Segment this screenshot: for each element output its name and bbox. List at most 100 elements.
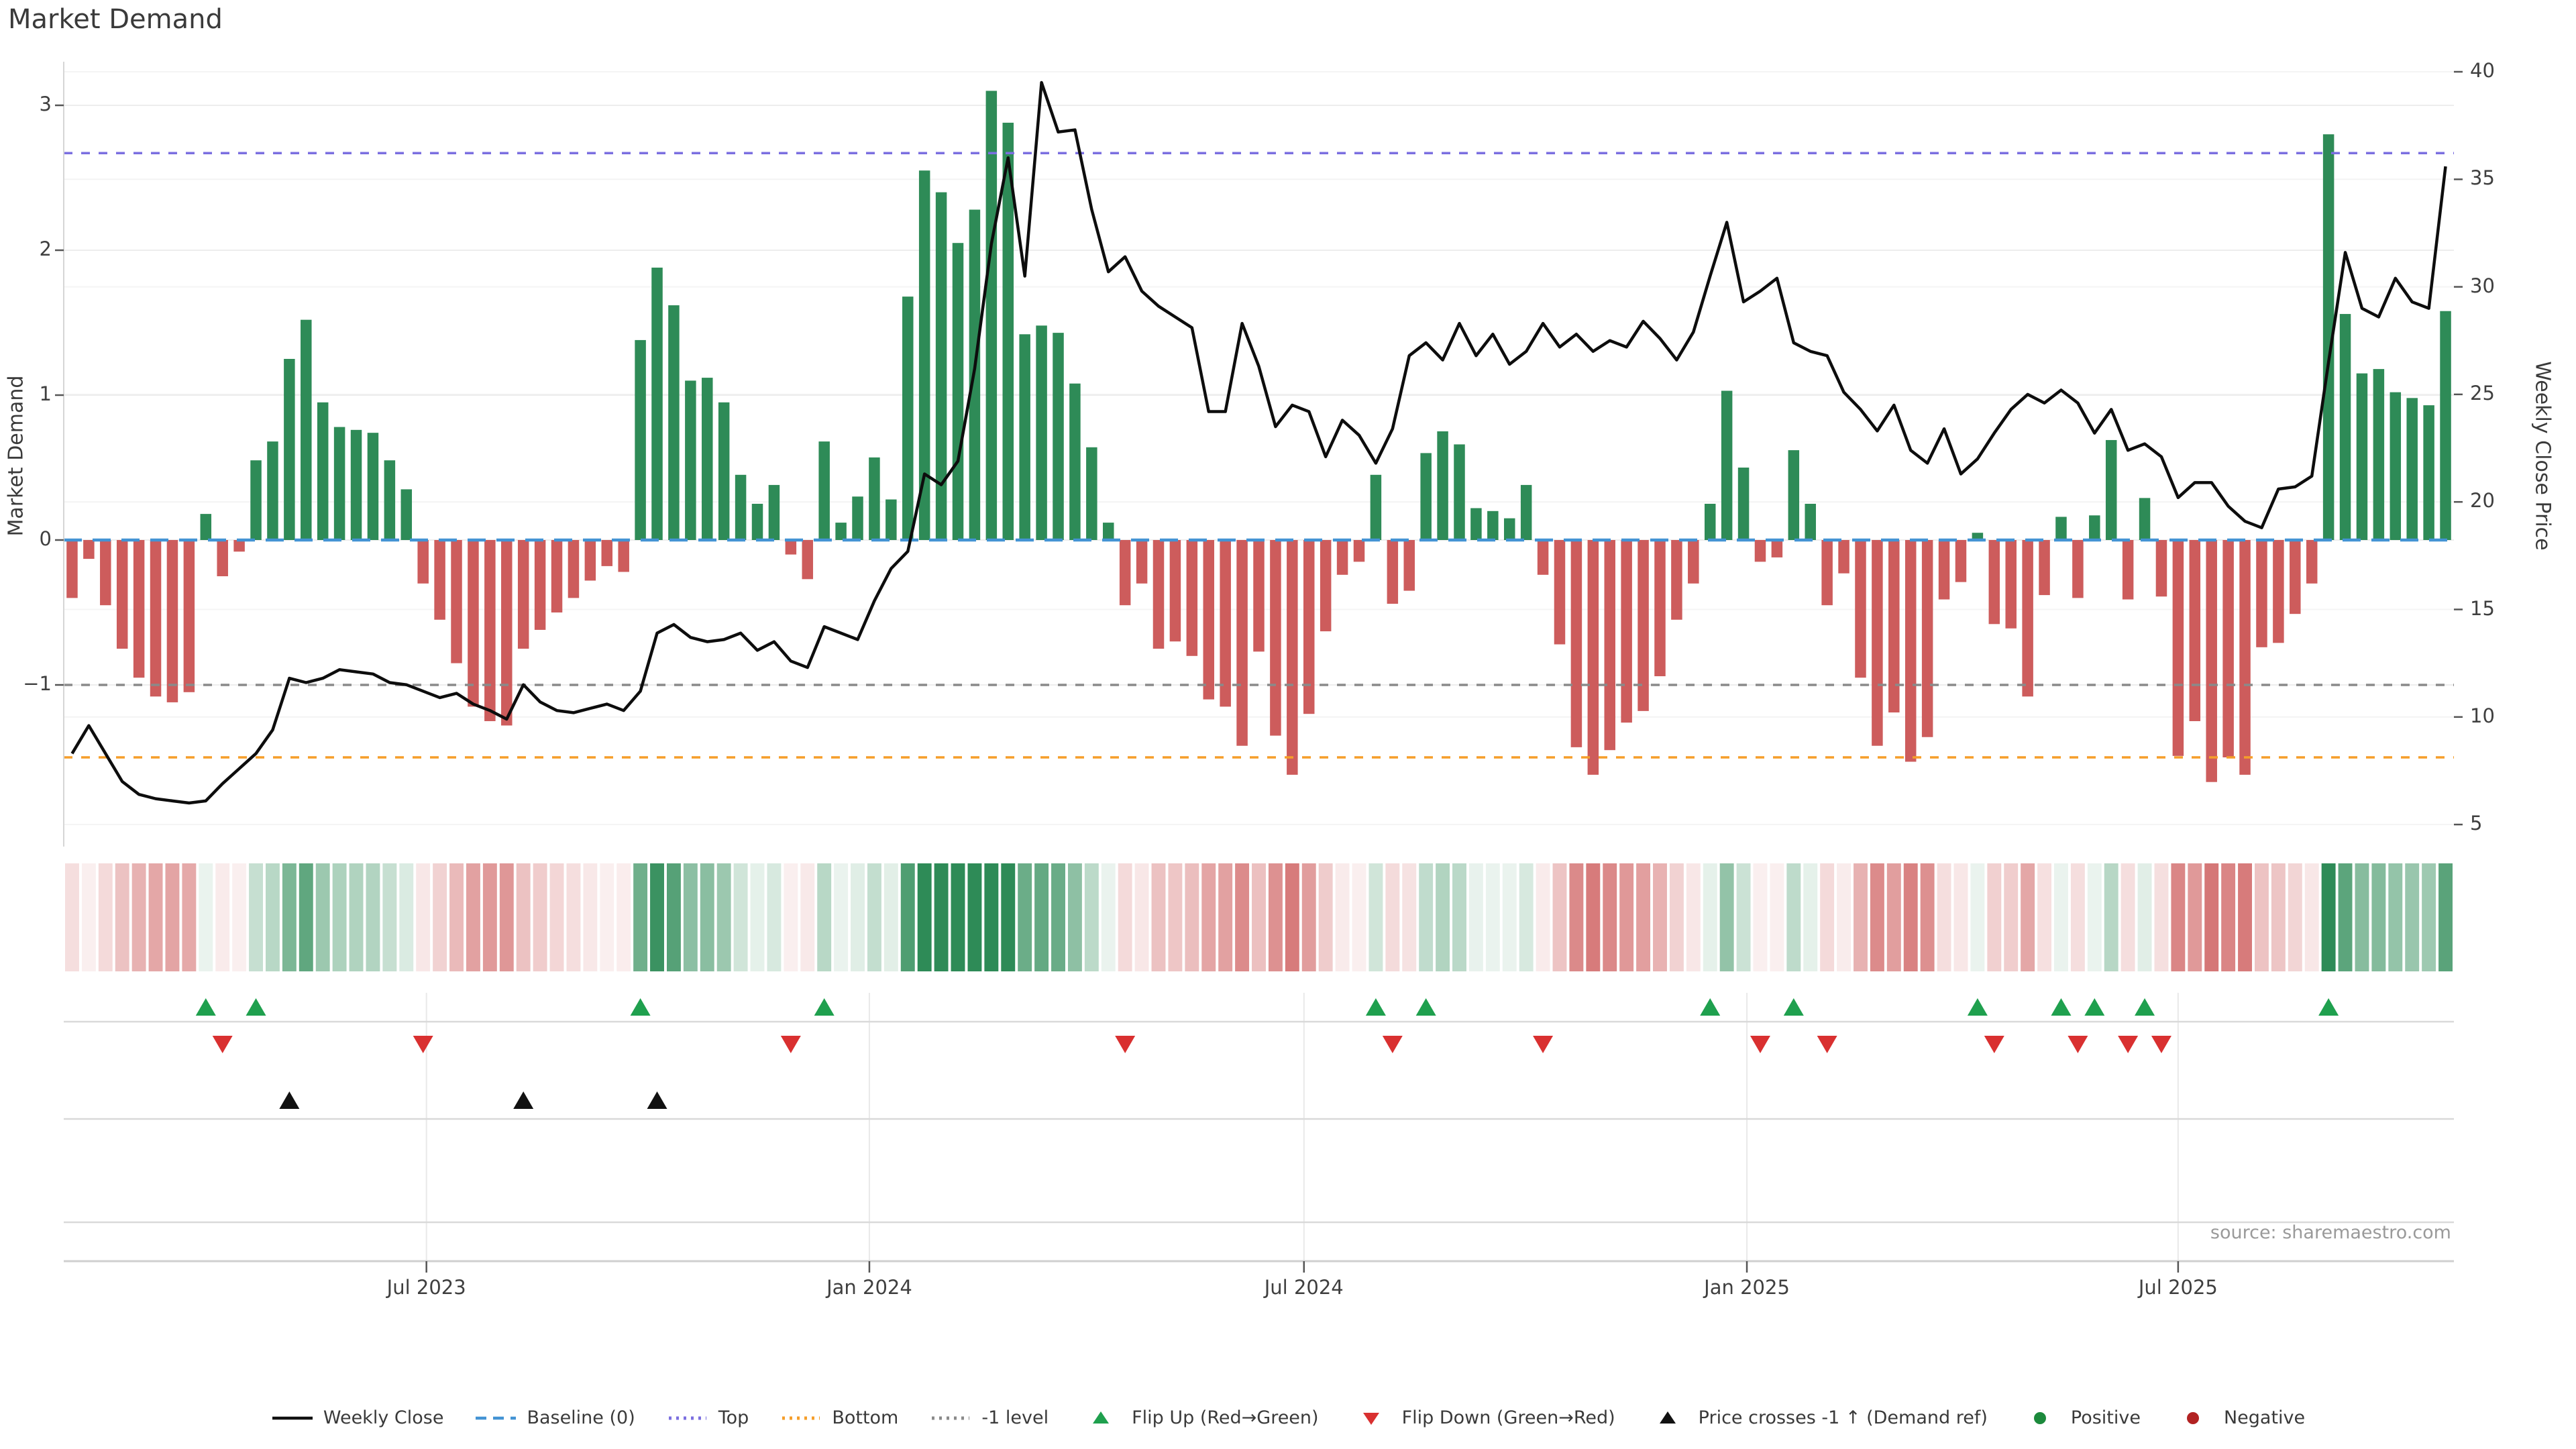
heatmap-cell — [81, 863, 96, 971]
demand-bar-positive — [1721, 390, 1733, 540]
demand-bar-negative — [2022, 540, 2033, 697]
demand-bar-positive — [702, 378, 713, 540]
legend-tri-up-icon — [1093, 1411, 1110, 1424]
heatmap-cell — [616, 863, 631, 971]
heatmap-cell — [1436, 863, 1450, 971]
demand-bar-negative — [601, 540, 613, 566]
heatmap-cell — [1502, 863, 1517, 971]
demand-bar-positive — [768, 484, 780, 540]
legend-label: Weekly Close — [323, 1407, 444, 1428]
heatmap-cell — [2154, 863, 2169, 971]
demand-bar-negative — [2072, 540, 2084, 598]
date-axis-tick: Jul 2023 — [386, 1276, 466, 1299]
legend-tri-down-icon — [1362, 1412, 1379, 1425]
heatmap-cell — [1001, 863, 1016, 971]
demand-bar-negative — [1604, 540, 1615, 751]
heatmap-cell — [1886, 863, 1901, 971]
demand-bar-positive — [651, 267, 663, 540]
legend-item: Negative — [2171, 1407, 2305, 1428]
demand-bar-positive — [2089, 515, 2100, 540]
demand-bar-positive — [1053, 333, 1064, 540]
demand-bar-positive — [885, 499, 897, 540]
legend-circle-icon — [2033, 1411, 2046, 1424]
heatmap-cell — [2422, 863, 2436, 971]
demand-bar-negative — [451, 540, 462, 663]
heatmap-cell — [1686, 863, 1701, 971]
demand-bar-positive — [1503, 518, 1515, 540]
demand-bar-negative — [468, 540, 479, 707]
demand-bar-negative — [1671, 540, 1682, 620]
demand-bar-positive — [317, 402, 329, 540]
heatmap-cell — [683, 863, 698, 971]
heatmap-cell — [1385, 863, 1400, 971]
date-axis-tick: Jul 2024 — [1264, 1276, 1344, 1299]
legend-item: Flip Down (Green→Red) — [1350, 1407, 1615, 1428]
demand-bar-negative — [434, 540, 445, 620]
demand-bar-negative — [1152, 540, 1165, 649]
demand-bar-negative — [1554, 540, 1566, 645]
flip-up-marker — [2051, 998, 2072, 1016]
flip-down-marker — [1750, 1036, 1770, 1053]
heatmap-cell — [1753, 863, 1768, 971]
heatmap-cell — [449, 863, 464, 971]
flip-up-marker — [195, 998, 216, 1016]
heatmap-cell — [767, 863, 782, 971]
heatmap-cell — [2037, 863, 2052, 971]
demand-bar-positive — [2440, 311, 2451, 540]
heatmap-cell — [65, 863, 79, 971]
heatmap-cell — [1903, 863, 1918, 971]
demand-bar-positive — [1805, 504, 1816, 540]
demand-bar-positive — [1520, 484, 1532, 540]
demand-bar-negative — [2306, 540, 2318, 584]
heatmap-cell — [2388, 863, 2403, 971]
left-axis-label: Market Demand — [4, 375, 28, 537]
demand-bar-negative — [1119, 540, 1131, 606]
demand-bar-positive — [1103, 523, 1114, 540]
heatmap-cell — [349, 863, 364, 971]
heatmap-cell — [2405, 863, 2420, 971]
demand-bar-negative — [534, 540, 546, 630]
demand-bar-negative — [501, 540, 513, 726]
heatmap-cell — [1218, 863, 1233, 971]
heatmap-cell — [299, 863, 313, 971]
heatmap-cell — [1468, 863, 1483, 971]
demand-bar-positive — [935, 192, 947, 541]
heatmap-cell — [2355, 863, 2369, 971]
demand-bar-negative — [1654, 540, 1666, 677]
flip-down-marker — [2151, 1036, 2171, 1053]
demand-bar-positive — [818, 441, 830, 540]
heatmap-cell — [733, 863, 748, 971]
demand-bar-negative — [1904, 540, 1917, 762]
demand-bar-negative — [1688, 540, 1699, 584]
right-axis-label: Weekly Close Price — [2530, 361, 2555, 551]
demand-bar-negative — [1186, 540, 1198, 656]
heatmap-cell — [817, 863, 832, 971]
date-axis-tick: Jan 2024 — [826, 1276, 912, 1299]
demand-bar-negative — [785, 540, 797, 555]
demand-bar-negative — [1537, 540, 1549, 575]
demand-bar-negative — [1303, 540, 1315, 714]
demand-bar-positive — [367, 433, 379, 540]
demand-bar-negative — [233, 540, 245, 552]
demand-bar-negative — [1638, 540, 1649, 711]
heatmap-cell — [1301, 863, 1316, 971]
demand-axis-tick: 3 — [39, 93, 52, 115]
price-axis-tick: 25 — [2470, 381, 2495, 405]
demand-bar-negative — [1336, 540, 1348, 575]
heatmap-cell — [800, 863, 815, 971]
heatmap-cell — [366, 863, 380, 971]
legend-item: -1 level — [929, 1407, 1049, 1428]
demand-bar-negative — [1320, 540, 1332, 632]
price-cross-marker — [513, 1091, 534, 1109]
heatmap-cell — [1235, 863, 1250, 971]
heatmap-cell — [2221, 863, 2236, 971]
demand-bar-negative — [1754, 540, 1766, 562]
flip-down-marker — [212, 1036, 233, 1053]
page-title: Market Demand — [8, 4, 223, 35]
heatmap-cell — [650, 863, 664, 971]
heatmap-cell — [232, 863, 247, 971]
demand-bar-negative — [1771, 540, 1783, 557]
heatmap-cell — [1519, 863, 1534, 971]
demand-bar-negative — [2290, 540, 2301, 614]
